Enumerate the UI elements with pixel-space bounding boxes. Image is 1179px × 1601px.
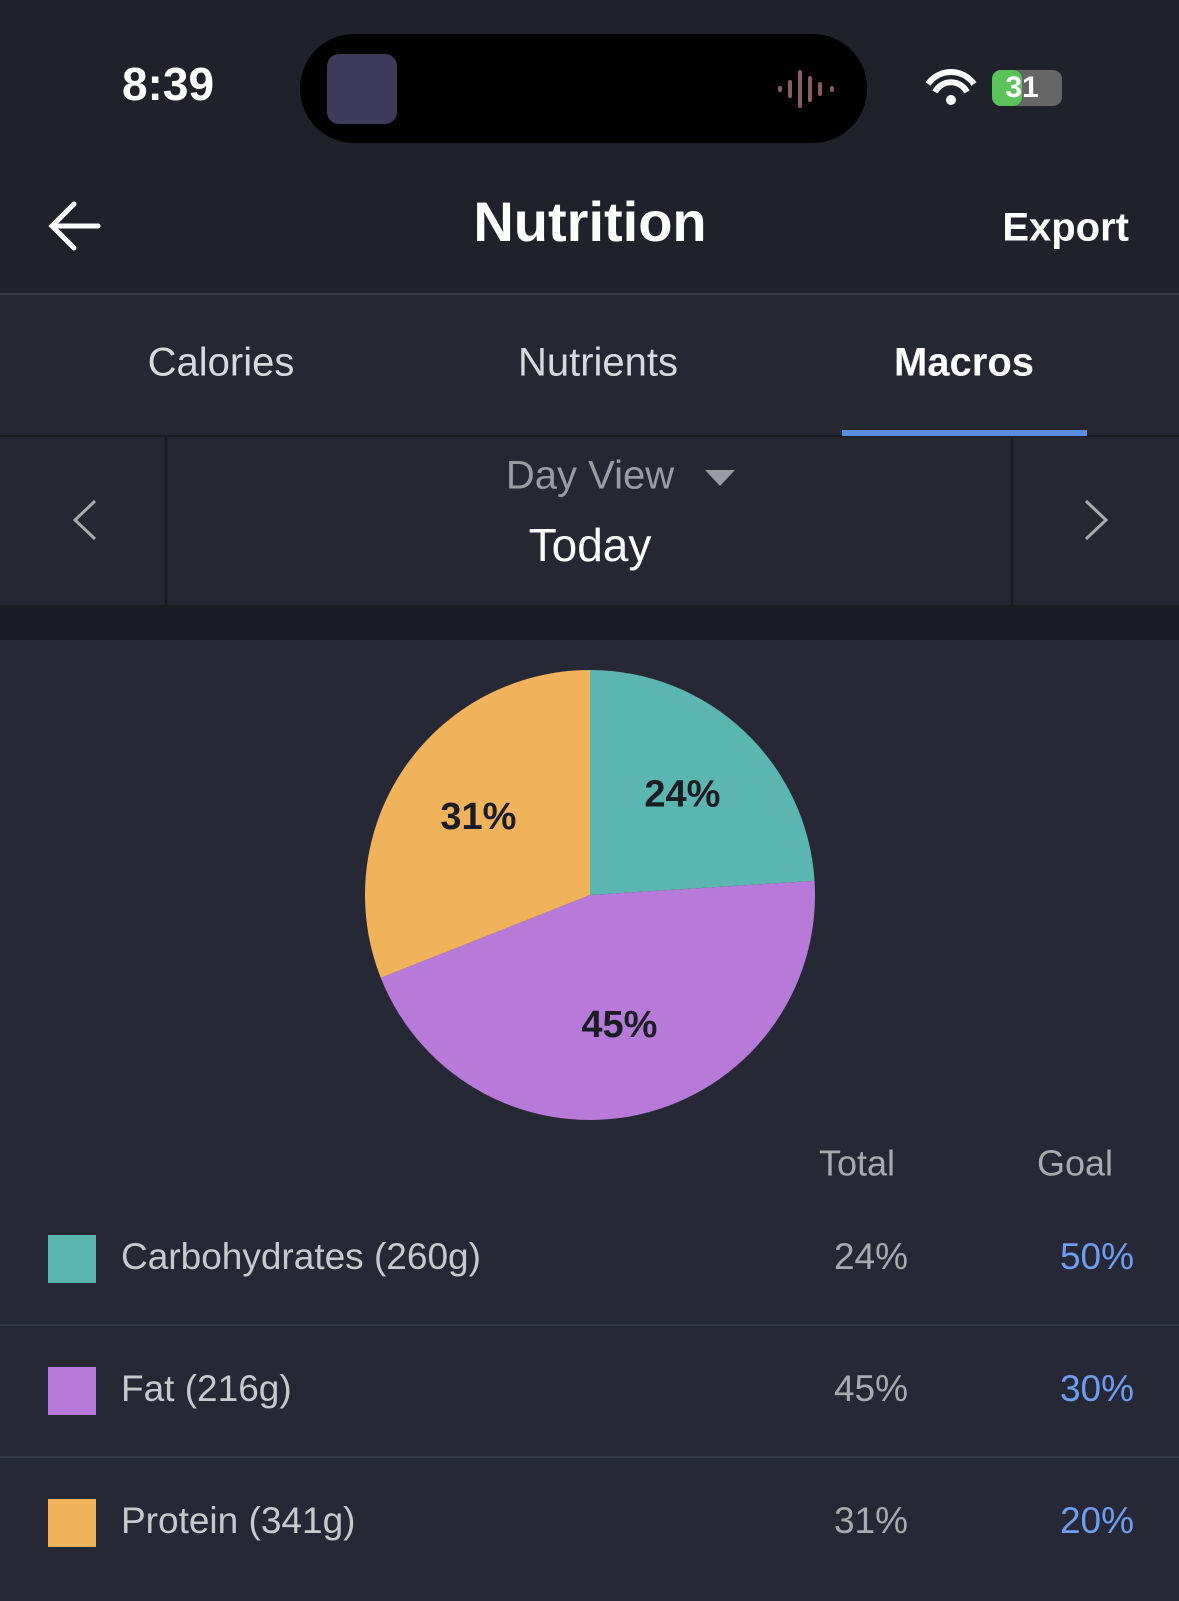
legend-swatch bbox=[48, 1499, 96, 1547]
macro-total: 31% bbox=[834, 1500, 908, 1541]
legend-swatch bbox=[48, 1235, 96, 1283]
macro-goal: 50% bbox=[1060, 1236, 1134, 1277]
album-art bbox=[327, 54, 397, 124]
tab[interactable]: Macros bbox=[894, 341, 1034, 385]
macro-total: 45% bbox=[834, 1368, 908, 1409]
slice-label: 45% bbox=[581, 1004, 657, 1046]
battery-level bbox=[992, 70, 1022, 106]
slice-label: 31% bbox=[440, 796, 516, 838]
macro-name: Protein (341g) bbox=[121, 1500, 355, 1541]
date-label: Today bbox=[529, 519, 652, 571]
battery-text: 31 bbox=[1005, 71, 1038, 104]
macro-goal: 30% bbox=[1060, 1368, 1134, 1409]
macro-name: Fat (216g) bbox=[121, 1368, 292, 1409]
pie-slice bbox=[380, 880, 815, 1121]
tabs-bg bbox=[0, 295, 1179, 605]
export-button[interactable]: Export bbox=[1002, 206, 1129, 250]
pie-slice bbox=[590, 670, 815, 895]
tab[interactable]: Calories bbox=[148, 341, 295, 385]
dropdown-arrow[interactable] bbox=[705, 470, 735, 486]
time: 8:39 bbox=[122, 58, 214, 110]
view-selector[interactable]: Day View bbox=[506, 454, 674, 498]
column-header: Goal bbox=[1037, 1143, 1113, 1184]
waveform bbox=[778, 70, 834, 108]
pie-slice bbox=[364, 670, 590, 978]
slice-label: 24% bbox=[644, 774, 720, 816]
macro-goal: 20% bbox=[1060, 1500, 1134, 1541]
macro-total: 24% bbox=[834, 1236, 908, 1277]
tab[interactable]: Nutrients bbox=[518, 341, 678, 385]
wifi-dot bbox=[946, 95, 956, 105]
back-button[interactable] bbox=[48, 201, 101, 251]
legend-swatch bbox=[48, 1367, 96, 1415]
column-header: Total bbox=[819, 1143, 895, 1184]
page-title: Nutrition bbox=[473, 190, 706, 253]
tab-indicator bbox=[842, 430, 1087, 436]
prev-button[interactable] bbox=[72, 499, 97, 541]
next-button[interactable] bbox=[1084, 499, 1109, 541]
wifi-icon bbox=[925, 69, 977, 94]
band bbox=[0, 605, 1179, 640]
macro-name: Carbohydrates (260g) bbox=[121, 1236, 481, 1277]
dynamic-island bbox=[300, 34, 867, 143]
